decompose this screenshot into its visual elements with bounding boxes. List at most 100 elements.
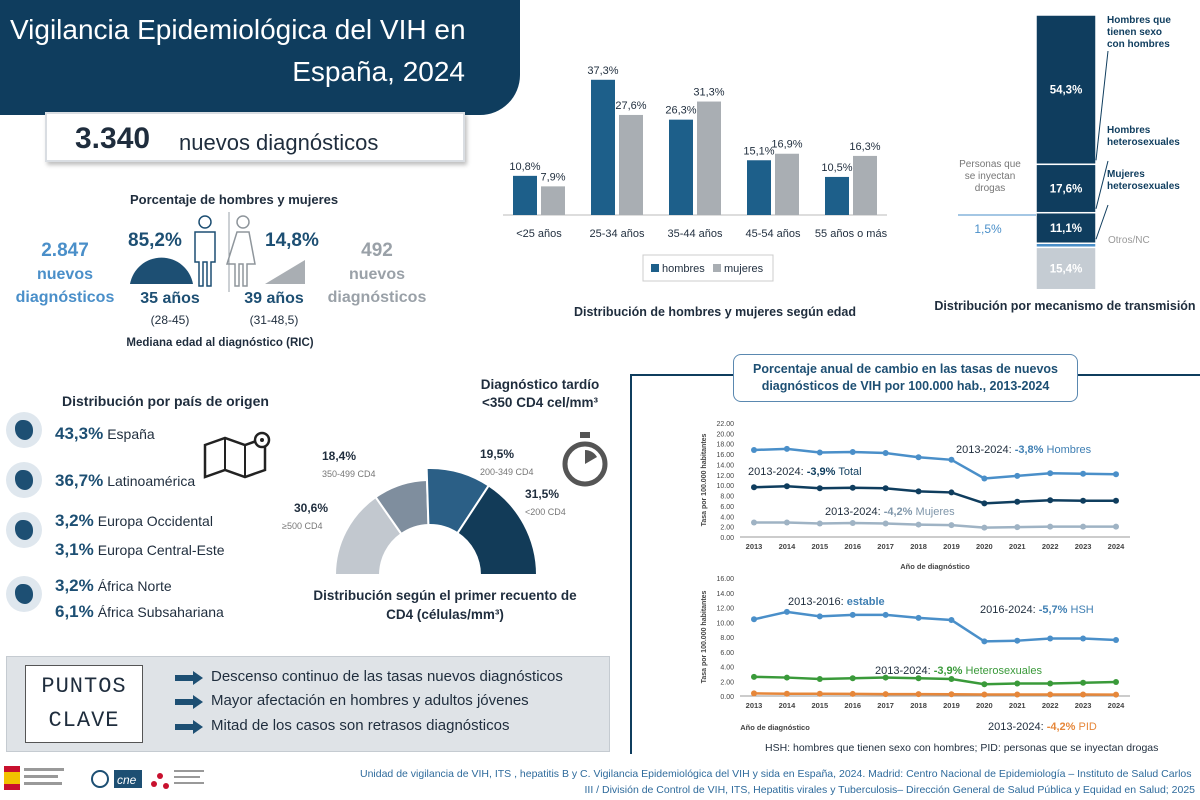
series-point	[816, 613, 823, 620]
series-point	[1014, 691, 1021, 698]
x-tick-label: 2022	[1042, 701, 1059, 710]
y-tick-label: 6.00	[720, 650, 734, 657]
series-point	[981, 691, 988, 698]
series-point	[1080, 470, 1087, 477]
series-point	[948, 456, 955, 463]
series-point	[783, 445, 790, 452]
cd4-caption: Distribución según el primer recuento de…	[300, 586, 590, 624]
series-point	[1113, 523, 1119, 530]
origin-title: Distribución por país de origen	[62, 393, 269, 409]
origin-percent: 6,1%	[55, 602, 94, 621]
series-point	[1080, 523, 1087, 530]
series-point	[816, 485, 823, 492]
origin-item: 3,2% Europa Occidental	[55, 511, 213, 531]
woman-icon	[225, 215, 256, 287]
series-point	[981, 500, 988, 507]
series-point	[882, 611, 889, 618]
bar-mujeres	[775, 153, 799, 215]
women-ric: (31-48,5)	[249, 313, 299, 327]
data-label: 7,9%	[540, 171, 565, 183]
segment-label: 17,6%	[1050, 184, 1083, 196]
trend-footnote: HSH: hombres que tienen sexo con hombres…	[765, 742, 1159, 754]
series-point	[981, 681, 988, 688]
tick-label: <25 años	[516, 228, 562, 240]
leader-line	[1095, 160, 1109, 209]
bar-hombres	[591, 79, 615, 215]
y-tick-label: 8.00	[720, 494, 734, 501]
segment-name: tienen sexo	[1107, 27, 1162, 38]
data-label: 37,3%	[587, 65, 618, 77]
y-tick-label: 20.00	[716, 431, 734, 438]
slice-name: <200 CD4	[525, 507, 566, 517]
legend-swatch	[651, 264, 659, 272]
y-tick-label: 8.00	[720, 635, 734, 642]
surveillance-network-logo	[148, 764, 208, 799]
y-tick-label: 12.00	[716, 606, 734, 613]
series-point	[948, 522, 955, 529]
series-point	[1047, 497, 1054, 504]
x-tick-label: 2022	[1042, 542, 1059, 551]
series-line-PID	[753, 692, 1117, 696]
x-tick-label: 2013	[746, 542, 763, 551]
sex-figures	[130, 212, 305, 292]
origin-label: Latinoamérica	[107, 473, 196, 489]
women-count-label2: diagnósticos	[327, 289, 427, 306]
x-tick-label: 2015	[811, 701, 828, 710]
segment-name: Otros/NC	[1108, 235, 1150, 246]
leader-line	[1095, 204, 1109, 240]
series-point	[981, 638, 988, 645]
data-label: 16,3%	[849, 141, 880, 153]
men-ric: (28-45)	[150, 313, 190, 327]
series-point	[783, 690, 790, 697]
legend-swatch	[713, 264, 721, 272]
tick-label: 45-54 años	[745, 228, 801, 240]
x-tick-label: 2023	[1075, 701, 1092, 710]
legend-box	[642, 254, 774, 282]
series-point	[849, 611, 856, 618]
women-count-label1: nuevos	[348, 266, 405, 283]
stack-segment	[1035, 211, 1097, 245]
data-label: 10,5%	[821, 162, 852, 174]
series-point	[948, 489, 955, 496]
chart-title: Distribución por mecanismo de transmisió…	[934, 299, 1195, 313]
series-point	[882, 520, 889, 527]
series-point	[1047, 635, 1054, 642]
bar-hombres	[513, 175, 537, 215]
x-tick-label: 2021	[1009, 701, 1026, 710]
origin-item: 3,1% Europa Central-Este	[55, 540, 225, 560]
data-label: 31,3%	[693, 87, 724, 99]
series-annotation: 2013-2024: -3,9% Total	[748, 466, 862, 478]
men-half-gauge	[130, 257, 193, 284]
origin-item: 3,2% África Norte	[55, 576, 172, 596]
x-tick-label: 2019	[943, 542, 960, 551]
y-tick-label: 2.00	[720, 525, 734, 532]
x-axis-label: Año de diagnóstico	[900, 562, 970, 571]
series-point	[1014, 680, 1021, 687]
x-tick-label: 2020	[976, 701, 993, 710]
series-point	[948, 617, 955, 624]
donut-slice	[456, 484, 539, 576]
series-point	[751, 519, 757, 526]
series-point	[1113, 678, 1119, 685]
spain-ministry-logo	[4, 766, 64, 790]
cd4-donut-chart: 30,6% ≥500 CD4 18,4% 350-499 CD4 19,5% 200-34…	[282, 447, 566, 576]
series-point	[816, 520, 823, 527]
globe-icon	[6, 576, 42, 612]
series-point	[915, 614, 922, 621]
title-banner: Vigilancia Epidemiológica del VIH en Esp…	[0, 0, 520, 115]
women-half-gauge	[265, 260, 305, 284]
new-diagnoses-box: 3.340 nuevos diagnósticos	[45, 112, 465, 162]
series-point	[1014, 637, 1021, 644]
tick-label: 25-34 años	[589, 228, 645, 240]
origin-percent: 3,2%	[55, 511, 94, 530]
x-tick-label: 2017	[877, 701, 894, 710]
series-point	[1047, 691, 1054, 698]
origin-percent: 3,2%	[55, 576, 94, 595]
x-tick-label: 2024	[1108, 701, 1126, 710]
chart-title: Distribución de hombres y mujeres según …	[574, 305, 856, 319]
y-tick-label: 16.00	[716, 576, 734, 583]
key-points-label: PUNTOS CLAVE	[25, 665, 143, 743]
series-point	[882, 450, 889, 457]
series-line-Mujeres	[754, 521, 1116, 529]
late-dx-title-line1: Diagnóstico tardío	[480, 377, 600, 392]
